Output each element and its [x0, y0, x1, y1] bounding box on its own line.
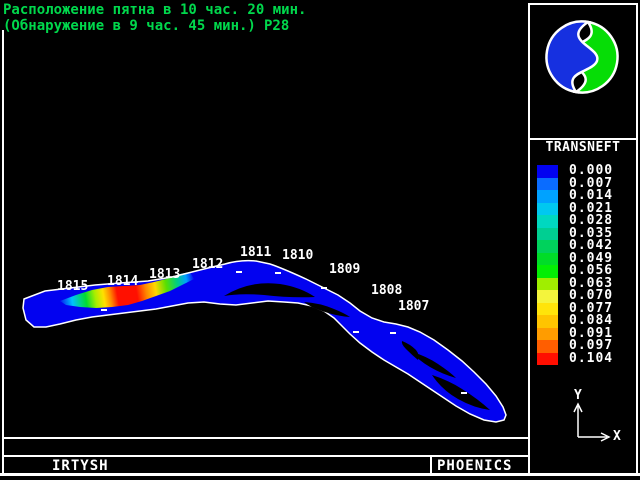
legend-row: 0.077: [537, 300, 637, 316]
panel-right-border: [636, 3, 638, 473]
brand-label: TRANSNEFT: [545, 140, 621, 155]
channel-marks: [101, 271, 467, 394]
legend-value: 0.049: [569, 250, 614, 266]
legend-row: 0.070: [537, 288, 637, 304]
legend-value: 0.104: [569, 350, 614, 366]
legend-value: 0.021: [569, 200, 614, 216]
footer-mid-line: [2, 455, 530, 457]
legend-row: 0.042: [537, 238, 637, 254]
legend-value: 0.007: [569, 175, 614, 191]
river-name-label: IRTYSH: [52, 458, 109, 474]
footer-cell-divider: [430, 455, 432, 475]
legend-value: 0.091: [569, 325, 614, 341]
legend-color-swatch: [537, 277, 558, 290]
station-label: 1810: [282, 248, 314, 263]
legend-color-swatch: [537, 202, 558, 215]
station-label: 1814: [107, 274, 139, 289]
legend-color-swatch: [537, 302, 558, 315]
legend-color-swatch: [537, 290, 558, 303]
x-axis-label: X: [613, 429, 621, 444]
legend-value: 0.056: [569, 263, 614, 279]
legend-row: 0.035: [537, 225, 637, 241]
legend-color-swatch: [537, 165, 558, 178]
panel-left-border: [528, 3, 530, 473]
panel-top-border: [528, 3, 638, 5]
title-line-2: (Обнаружение в 9 час. 45 мин.): [3, 18, 256, 34]
footer-upper-line: [2, 437, 530, 439]
legend-value: 0.035: [569, 225, 614, 241]
spill-plume: [60, 272, 194, 308]
legend-row: 0.084: [537, 313, 637, 329]
legend-value: 0.014: [569, 188, 614, 204]
legend-row: 0.104: [537, 350, 637, 366]
river-outline: [22, 259, 507, 423]
run-id: P28: [264, 18, 290, 34]
station-label: 1808: [371, 283, 403, 298]
station-label: 1809: [329, 262, 361, 277]
legend-row: 0.056: [537, 263, 637, 279]
legend-value: 0.070: [569, 288, 614, 304]
transneft-logo: [545, 20, 619, 94]
legend-color-swatch: [537, 215, 558, 228]
legend-value: 0.084: [569, 313, 614, 329]
river-shape: [23, 260, 506, 422]
legend-color-swatch: [537, 265, 558, 278]
island: [304, 302, 350, 317]
bottom-border: [0, 473, 640, 476]
legend-color-swatch: [537, 190, 558, 203]
legend-color-swatch: [537, 340, 558, 353]
legend-color-swatch: [537, 177, 558, 190]
legend-color-swatch: [537, 240, 558, 253]
legend-row: 0.091: [537, 325, 637, 341]
legend-row: 0.021: [537, 200, 637, 216]
legend-row: 0.000: [537, 163, 637, 179]
legend-row: 0.097: [537, 338, 637, 354]
legend-value: 0.028: [569, 213, 614, 229]
legend-value: 0.000: [569, 163, 614, 179]
station-label: 1815: [57, 279, 89, 294]
legend-row: 0.028: [537, 213, 637, 229]
logo-box-divider: [528, 138, 638, 140]
logo-blue-half: [545, 20, 599, 94]
software-name-label: PHOENICS: [437, 458, 513, 474]
station-label: 1813: [149, 267, 181, 282]
island: [401, 341, 419, 360]
station-label: 1812: [192, 257, 224, 272]
y-axis-label: Y: [574, 388, 582, 403]
legend-value: 0.097: [569, 338, 614, 354]
legend-row: 0.007: [537, 175, 637, 191]
legend-value: 0.077: [569, 300, 614, 316]
legend-color-swatch: [537, 352, 558, 365]
island: [412, 352, 456, 378]
station-label: 1811: [240, 245, 272, 260]
legend-row: 0.063: [537, 275, 637, 291]
legend-color-swatch: [537, 252, 558, 265]
legend-row: 0.014: [537, 188, 637, 204]
legend-color-swatch: [537, 327, 558, 340]
title-line-1: Расположение пятна в 10 час. 20 мин.: [3, 2, 307, 18]
legend-value: 0.063: [569, 275, 614, 291]
legend-color-swatch: [537, 227, 558, 240]
island: [224, 283, 315, 298]
station-label: 1807: [398, 299, 430, 314]
legend-value: 0.042: [569, 238, 614, 254]
legend-color-swatch: [537, 315, 558, 328]
axis-indicator: [573, 402, 611, 442]
main-left-border: [2, 30, 4, 473]
concentration-legend: 0.000 0.007 0.014 0.021 0.028 0.035 0.04…: [537, 163, 637, 366]
legend-row: 0.049: [537, 250, 637, 266]
